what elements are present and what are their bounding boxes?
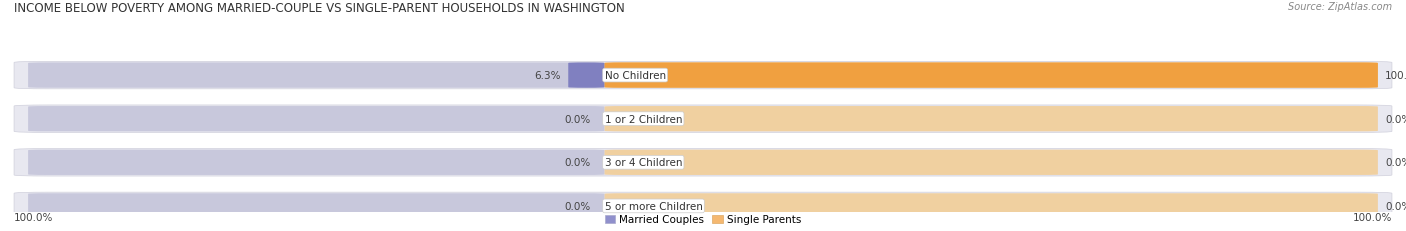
FancyBboxPatch shape [28, 193, 605, 219]
Text: 0.0%: 0.0% [1385, 158, 1406, 167]
Text: Source: ZipAtlas.com: Source: ZipAtlas.com [1288, 2, 1392, 12]
Text: INCOME BELOW POVERTY AMONG MARRIED-COUPLE VS SINGLE-PARENT HOUSEHOLDS IN WASHING: INCOME BELOW POVERTY AMONG MARRIED-COUPL… [14, 2, 624, 15]
Text: 0.0%: 0.0% [564, 201, 591, 211]
FancyBboxPatch shape [28, 106, 605, 132]
FancyBboxPatch shape [605, 150, 1378, 175]
FancyBboxPatch shape [605, 193, 1378, 219]
FancyBboxPatch shape [14, 62, 1392, 89]
FancyBboxPatch shape [14, 149, 1392, 176]
Text: 6.3%: 6.3% [534, 71, 561, 81]
FancyBboxPatch shape [605, 106, 1378, 132]
Text: 0.0%: 0.0% [1385, 201, 1406, 211]
Text: 5 or more Children: 5 or more Children [605, 201, 703, 211]
Legend: Married Couples, Single Parents: Married Couples, Single Parents [600, 210, 806, 229]
Text: 100.0%: 100.0% [14, 212, 53, 222]
Text: 0.0%: 0.0% [564, 158, 591, 167]
Text: 3 or 4 Children: 3 or 4 Children [605, 158, 682, 167]
FancyBboxPatch shape [605, 63, 1378, 88]
FancyBboxPatch shape [28, 63, 605, 88]
FancyBboxPatch shape [14, 192, 1392, 220]
FancyBboxPatch shape [605, 63, 1378, 88]
Text: 100.0%: 100.0% [1385, 71, 1406, 81]
FancyBboxPatch shape [14, 106, 1392, 133]
Text: No Children: No Children [605, 71, 665, 81]
FancyBboxPatch shape [568, 63, 605, 88]
FancyBboxPatch shape [28, 150, 605, 175]
Text: 100.0%: 100.0% [1353, 212, 1392, 222]
Text: 0.0%: 0.0% [564, 114, 591, 124]
Text: 0.0%: 0.0% [1385, 114, 1406, 124]
Text: 1 or 2 Children: 1 or 2 Children [605, 114, 682, 124]
